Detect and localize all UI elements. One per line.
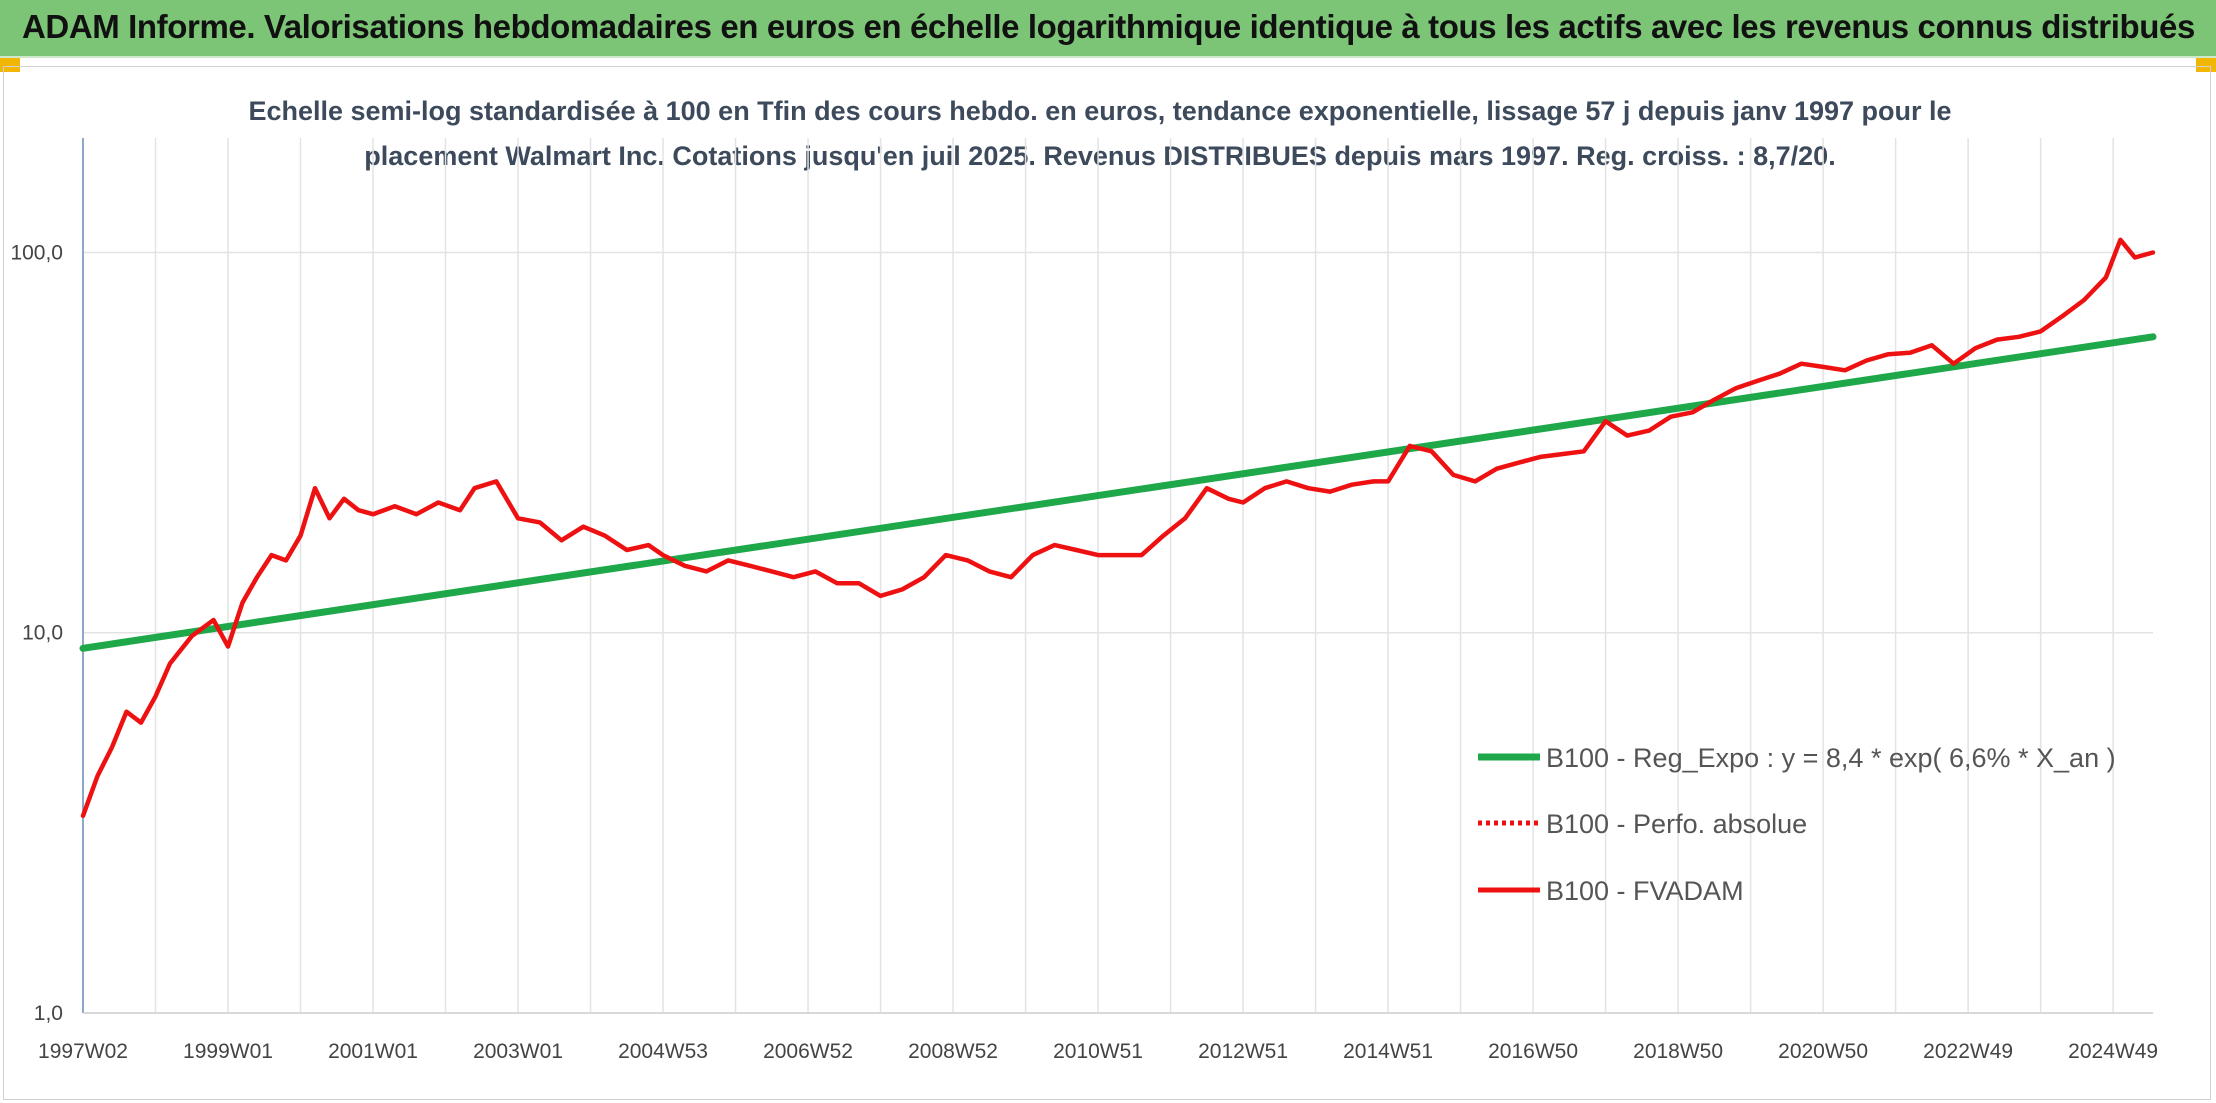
x-tick-label: 2003W01 [473, 1040, 563, 1063]
x-tick-label: 1997W02 [38, 1040, 128, 1063]
corner-mark-left [0, 58, 20, 72]
chart-subtitle-line2: placement Walmart Inc. Cotations jusqu'e… [364, 141, 1836, 171]
x-tick-label: 2001W01 [328, 1040, 418, 1063]
x-tick-label: 2008W52 [908, 1040, 998, 1063]
chart-frame [3, 66, 2211, 1100]
corner-mark-right [2196, 58, 2216, 72]
axes: 1,0 10,0 100,0 1997W02 1999W01 2001W01 2003W01… [10, 138, 2158, 1063]
y-tick-label: 10,0 [22, 622, 63, 645]
page-title: ADAM Informe. Valorisations hebdomadaire… [22, 8, 2195, 45]
x-tick-label: 2012W51 [1198, 1040, 1288, 1063]
x-tick-label: 2020W50 [1778, 1040, 1868, 1063]
series-lines [79, 237, 2157, 819]
legend-label: B100 - FVADAM [1546, 876, 1744, 906]
x-tick-label: 2022W49 [1923, 1040, 2013, 1063]
series-line-reg-expo [79, 333, 2157, 652]
x-tick-label: 1999W01 [183, 1040, 273, 1063]
x-tick-label: 2006W52 [763, 1040, 853, 1063]
y-tick-label: 1,0 [34, 1002, 63, 1025]
series-line-fvadam [80, 237, 2156, 819]
x-tick-label: 2014W51 [1343, 1040, 1433, 1063]
header-banner: ADAM Informe. Valorisations hebdomadaire… [0, 0, 2216, 58]
grid-lines [82, 138, 2153, 1014]
x-tick-label: 2016W50 [1488, 1040, 1578, 1063]
legend: B100 - Reg_Expo : y = 8,4 * exp( 6,6% * … [1478, 743, 2116, 906]
y-tick-label: 100,0 [10, 241, 63, 264]
x-tick-label: 2024W49 [2068, 1040, 2158, 1063]
legend-label: B100 - Perfo. absolue [1546, 809, 1807, 839]
x-tick-label: 2018W50 [1633, 1040, 1723, 1063]
x-tick-label: 2010W51 [1053, 1040, 1143, 1063]
chart-subtitle-line1: Echelle semi-log standardisée à 100 en T… [248, 96, 1952, 126]
legend-label: B100 - Reg_Expo : y = 8,4 * exp( 6,6% * … [1546, 743, 2116, 773]
x-tick-label: 2004W53 [618, 1040, 708, 1063]
